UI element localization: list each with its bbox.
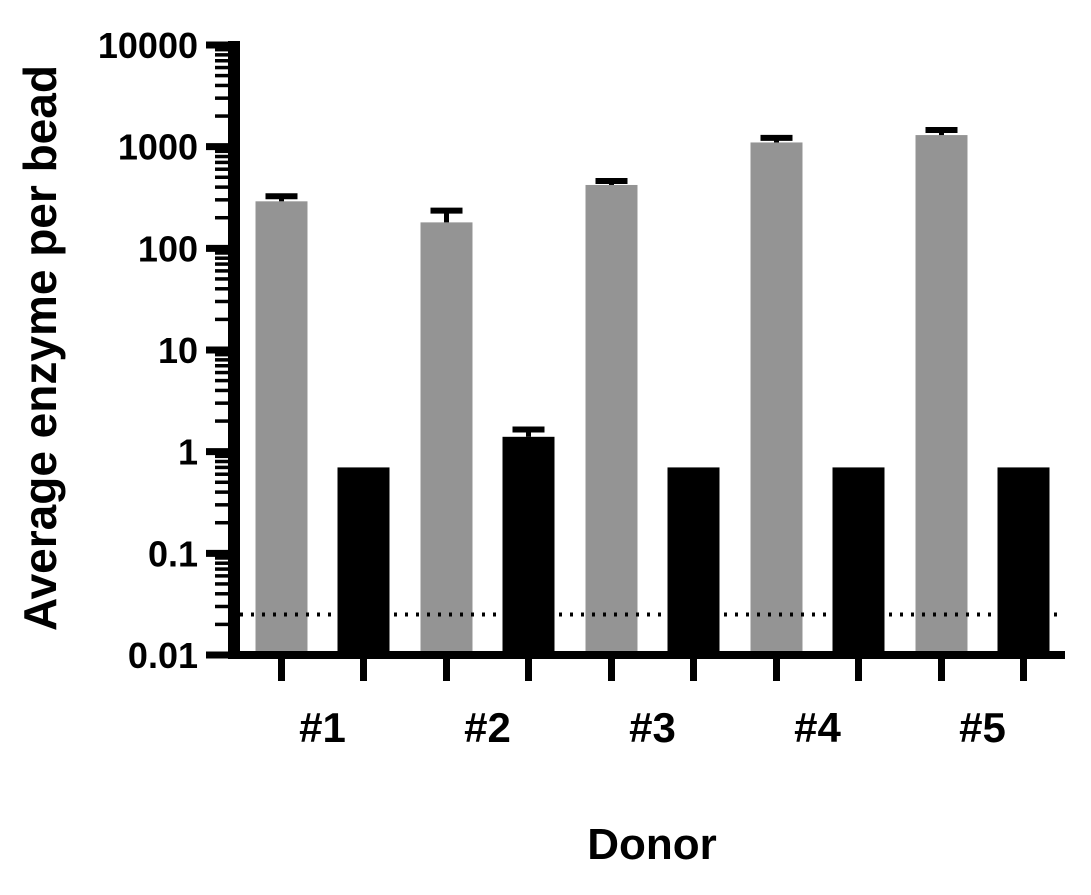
y-axis-title: Average enzyme per bead (14, 65, 66, 631)
x-category-label: #3 (629, 704, 676, 751)
y-tick-label: 1000 (118, 127, 198, 168)
y-tick-label: 0.01 (128, 635, 198, 676)
x-axis-title: Donor (587, 820, 717, 869)
bar-gray-bars-#5 (915, 135, 968, 656)
y-tick-label: 10 (158, 330, 198, 371)
bar-gray-bars-#2 (420, 222, 473, 656)
bar-black-bars-#2 (502, 436, 555, 655)
bar-gray-bars-#3 (585, 184, 638, 655)
x-category-label: #4 (794, 704, 841, 751)
y-tick-label: 0.1 (148, 533, 198, 574)
bar-black-bars-#4 (832, 467, 885, 655)
bar-gray-bars-#4 (750, 142, 803, 656)
bar-black-bars-#5 (997, 467, 1050, 655)
x-category-label: #1 (299, 704, 346, 751)
x-category-label: #5 (959, 704, 1006, 751)
bar-black-bars-#1 (337, 467, 390, 655)
y-tick-label: 10000 (98, 25, 198, 66)
x-category-label: #2 (464, 704, 511, 751)
bar-black-bars-#3 (667, 467, 720, 655)
y-tick-label: 1 (178, 432, 198, 473)
bar-gray-bars-#1 (255, 201, 308, 655)
y-tick-label: 100 (138, 228, 198, 269)
